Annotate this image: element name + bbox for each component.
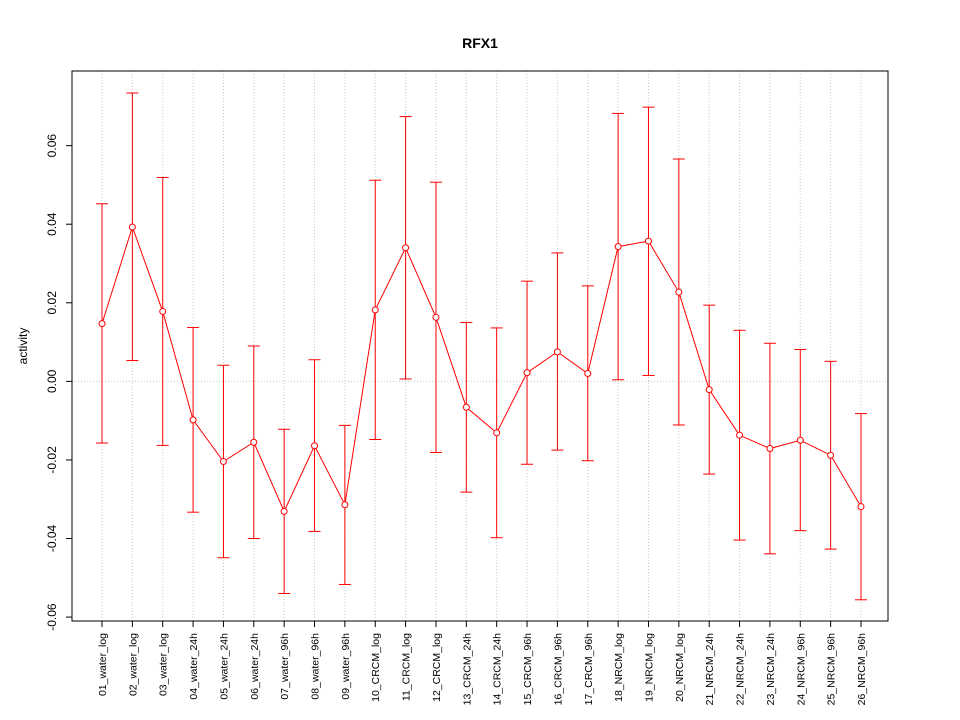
x-axis: 01_water_log 02_water_log 03_water_log 04_w… xyxy=(97,621,868,705)
x-tick-label: 20_NRCM_log xyxy=(674,633,686,702)
data-point xyxy=(98,320,106,328)
x-tick-label: 26_NRCM_96h xyxy=(856,633,868,706)
data-point xyxy=(159,307,167,315)
data-point xyxy=(736,431,744,439)
x-tick-label: 08_water_96h xyxy=(310,633,322,700)
y-axis: -0.06 -0.04 -0.02 0.00 0.02 0.04 0.06 xyxy=(45,134,72,631)
x-tick-label: 25_NRCM_96h xyxy=(826,633,838,706)
y-tick-label: -0.02 xyxy=(45,446,59,474)
chart-title: RFX1 xyxy=(462,35,498,51)
x-tick-label: 13_CRCM_24h xyxy=(461,633,473,706)
x-tick-label: 19_NRCM_log xyxy=(643,633,655,702)
y-tick-label: 0.02 xyxy=(45,291,59,315)
data-point xyxy=(553,348,561,356)
series-line xyxy=(101,225,862,513)
x-tick-label: 03_water_log xyxy=(158,633,170,696)
data-point xyxy=(614,243,622,251)
x-tick-label: 16_CRCM_96h xyxy=(552,633,564,706)
x-tick-label: 14_CRCM_24h xyxy=(492,633,504,706)
y-tick-label: -0.04 xyxy=(45,525,59,553)
data-point xyxy=(796,436,804,444)
data-point xyxy=(827,451,835,459)
y-axis-label: activity xyxy=(16,328,30,365)
data-point xyxy=(584,370,592,377)
data-point xyxy=(311,442,319,450)
x-tick-label: 07_water_96h xyxy=(279,633,291,700)
x-tick-label: 21_NRCM_24h xyxy=(704,633,716,706)
x-tick-label: 04_water_24h xyxy=(188,633,200,700)
x-tick-label: 12_CRCM_log xyxy=(431,633,443,702)
x-tick-label: 06_water_24h xyxy=(249,633,261,700)
data-point xyxy=(675,288,683,296)
data-point xyxy=(128,223,136,231)
x-tick-label: 02_water_log xyxy=(127,633,139,696)
series xyxy=(98,223,865,515)
x-tick-label: 22_NRCM_24h xyxy=(735,633,747,706)
x-tick-label: 10_CRCM_log xyxy=(370,633,382,702)
data-point xyxy=(189,416,197,424)
y-tick-label: 0.00 xyxy=(45,369,59,393)
y-tick-label: -0.06 xyxy=(45,603,59,631)
data-point xyxy=(644,237,652,245)
data-point xyxy=(402,244,410,252)
data-point xyxy=(493,429,501,437)
y-tick-label: 0.04 xyxy=(45,212,59,236)
x-tick-label: 15_CRCM_96h xyxy=(522,633,534,706)
data-point xyxy=(250,438,258,446)
data-point xyxy=(280,507,288,515)
x-tick-label: 17_CRCM_96h xyxy=(583,633,595,706)
error-bars xyxy=(96,92,867,601)
data-point xyxy=(371,306,379,314)
x-tick-label: 09_water_96h xyxy=(340,633,352,700)
data-point xyxy=(432,313,440,321)
x-tick-label: 24_NRCM_96h xyxy=(795,633,807,706)
x-tick-label: 23_NRCM_24h xyxy=(765,633,777,706)
y-tick-label: 0.06 xyxy=(45,134,59,158)
plot-frame xyxy=(71,70,889,622)
data-point xyxy=(341,501,349,509)
data-point xyxy=(462,403,470,411)
x-tick-label: 18_NRCM_log xyxy=(613,633,625,702)
x-tick-label: 11_CRCM_log xyxy=(401,633,413,701)
grid xyxy=(72,71,888,621)
data-point xyxy=(766,445,774,453)
data-point xyxy=(705,386,713,394)
x-tick-label: 05_water_24h xyxy=(218,633,230,700)
data-point xyxy=(219,458,227,465)
data-point xyxy=(523,369,531,377)
x-tick-label: 01_water_log xyxy=(97,633,109,696)
data-point xyxy=(857,503,865,511)
